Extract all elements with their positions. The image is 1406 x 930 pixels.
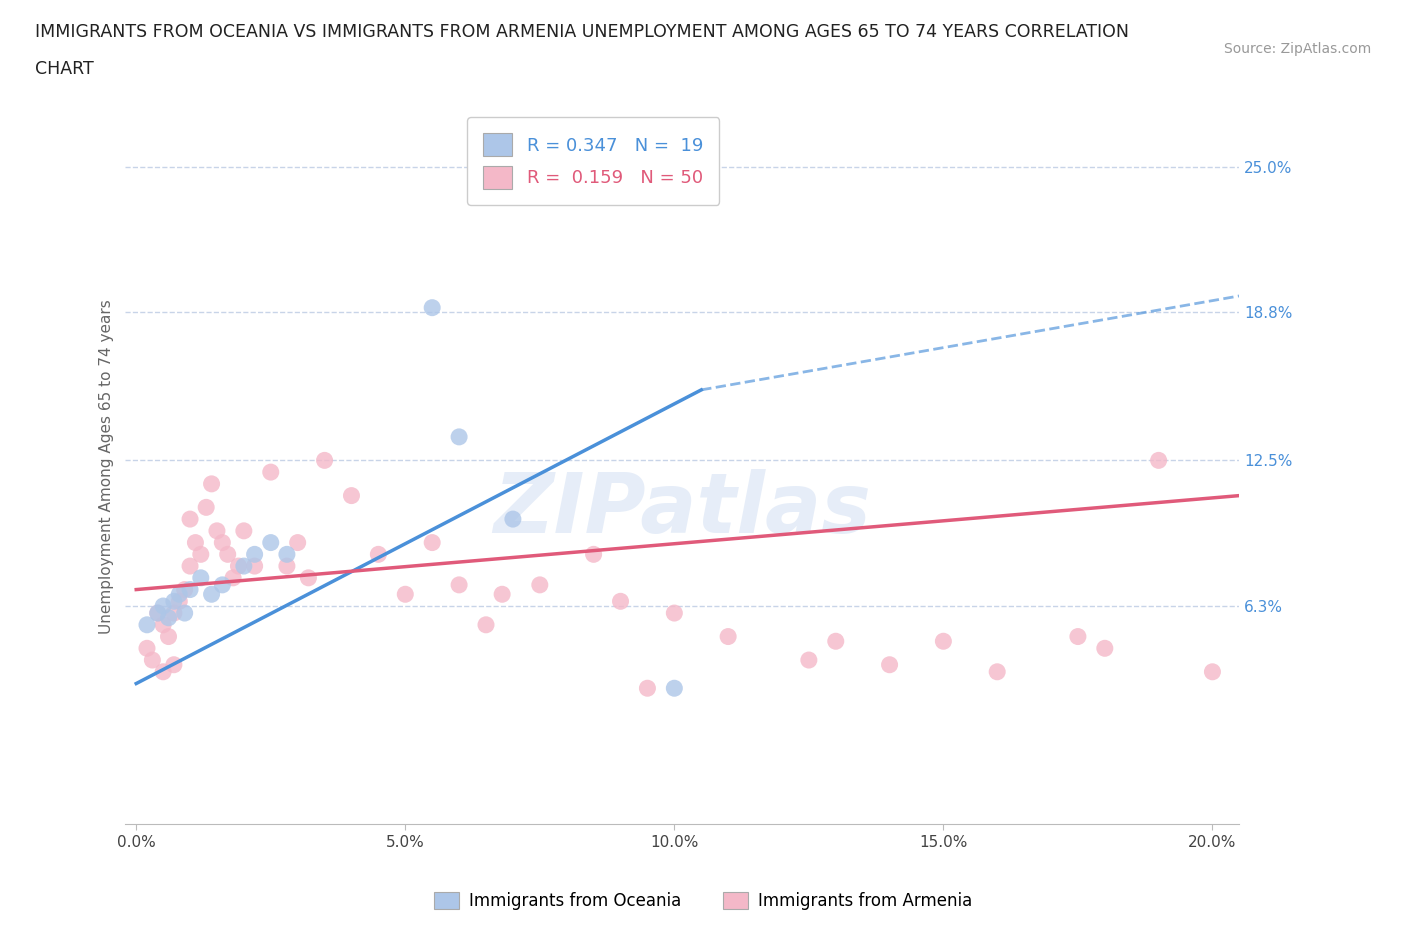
Point [173, 605, 195, 620]
Point [420, 300, 443, 315]
Point [217, 547, 239, 562]
Point [163, 605, 186, 620]
Point [173, 582, 195, 597]
Text: CHART: CHART [35, 60, 94, 78]
Point [664, 681, 686, 696]
Point [190, 570, 212, 585]
Point [582, 547, 605, 562]
Point [243, 547, 266, 562]
Text: ZIPatlas: ZIPatlas [494, 469, 872, 550]
Point [287, 535, 309, 550]
Point [609, 594, 631, 609]
Point [152, 664, 174, 679]
Point [260, 535, 283, 550]
Point [152, 599, 174, 614]
Point [276, 559, 298, 574]
Point [502, 512, 524, 526]
Point [932, 634, 955, 649]
Point [169, 587, 191, 602]
Point [211, 535, 233, 550]
Point [136, 618, 159, 632]
Point [824, 634, 846, 649]
Point [228, 559, 250, 574]
Point [475, 618, 498, 632]
Point [314, 453, 336, 468]
Y-axis label: Unemployment Among Ages 65 to 74 years: Unemployment Among Ages 65 to 74 years [100, 299, 114, 633]
Point [664, 605, 686, 620]
Point [146, 605, 169, 620]
Point [1147, 453, 1170, 468]
Point [179, 559, 201, 574]
Point [222, 570, 245, 585]
Point [200, 476, 222, 491]
Legend: R = 0.347   N =  19, R =  0.159   N = 50: R = 0.347 N = 19, R = 0.159 N = 50 [467, 117, 720, 205]
Point [797, 653, 820, 668]
Text: Source: ZipAtlas.com: Source: ZipAtlas.com [1223, 42, 1371, 56]
Point [367, 547, 389, 562]
Point [276, 547, 298, 562]
Point [211, 578, 233, 592]
Point [636, 681, 658, 696]
Point [205, 524, 228, 538]
Point [232, 524, 254, 538]
Point [157, 610, 180, 625]
Point [297, 570, 319, 585]
Point [717, 629, 740, 644]
Point [200, 587, 222, 602]
Point [179, 512, 201, 526]
Text: IMMIGRANTS FROM OCEANIA VS IMMIGRANTS FROM ARMENIA UNEMPLOYMENT AMONG AGES 65 TO: IMMIGRANTS FROM OCEANIA VS IMMIGRANTS FR… [35, 23, 1129, 41]
Point [394, 587, 416, 602]
Point [163, 658, 186, 672]
Point [190, 547, 212, 562]
Point [146, 605, 169, 620]
Point [449, 430, 471, 445]
Point [195, 500, 218, 515]
Point [169, 594, 191, 609]
Point [529, 578, 551, 592]
Point [157, 629, 180, 644]
Point [184, 535, 207, 550]
Point [232, 559, 254, 574]
Point [260, 465, 283, 480]
Point [152, 618, 174, 632]
Point [1067, 629, 1090, 644]
Legend: Immigrants from Oceania, Immigrants from Armenia: Immigrants from Oceania, Immigrants from… [427, 885, 979, 917]
Point [179, 582, 201, 597]
Point [340, 488, 363, 503]
Point [141, 653, 163, 668]
Point [491, 587, 513, 602]
Point [1094, 641, 1116, 656]
Point [1201, 664, 1223, 679]
Point [449, 578, 471, 592]
Point [163, 594, 186, 609]
Point [136, 641, 159, 656]
Point [879, 658, 901, 672]
Point [420, 535, 443, 550]
Point [243, 559, 266, 574]
Point [986, 664, 1008, 679]
